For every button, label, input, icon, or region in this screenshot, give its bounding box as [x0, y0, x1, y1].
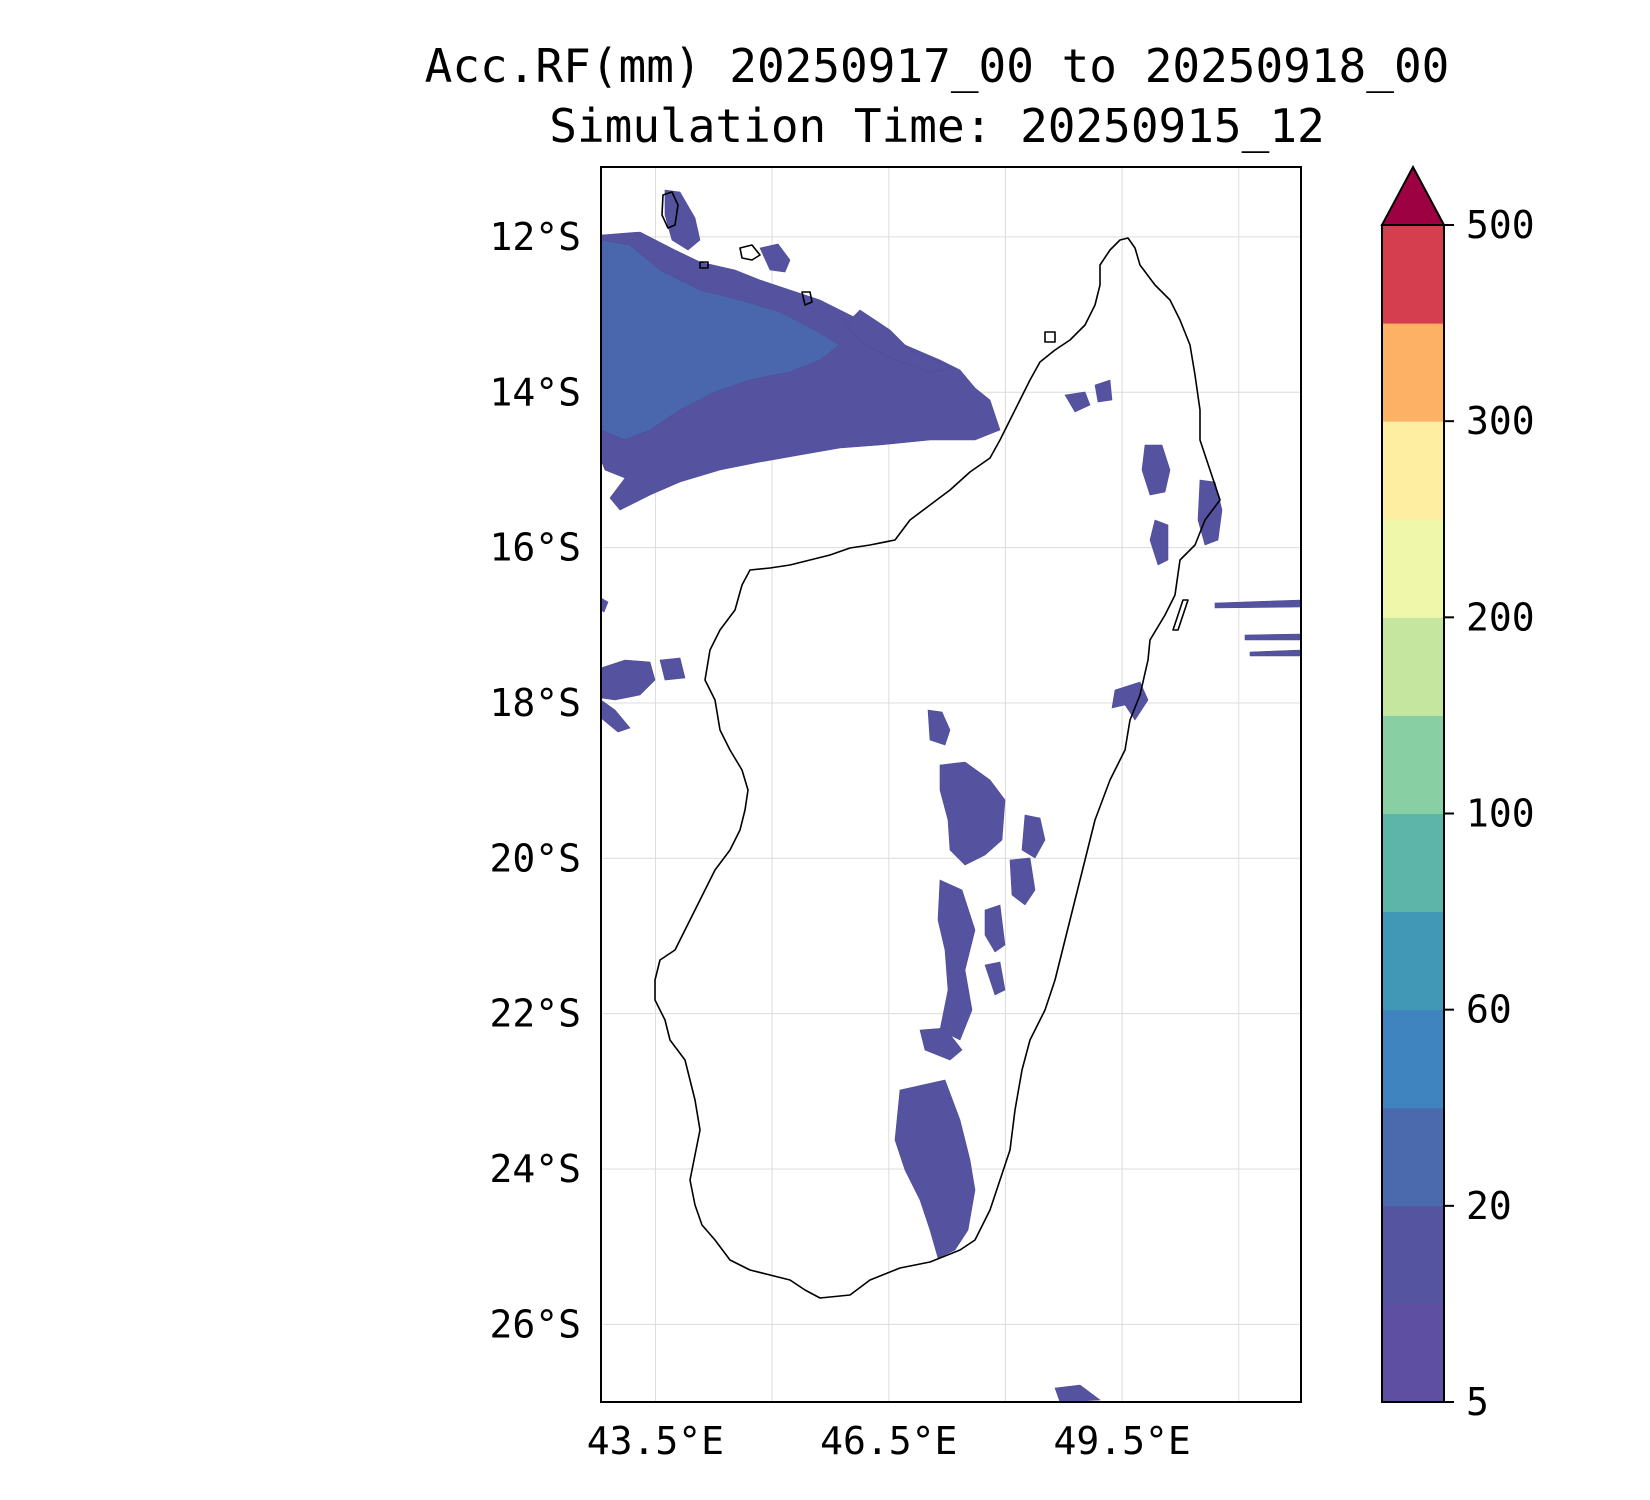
mayotte-island [801, 291, 813, 306]
colorbar-segment [1382, 617, 1444, 716]
longitude-axis: 43.5°E 46.5°E 49.5°E [587, 1419, 1191, 1463]
map-title-line1: Acc.RF(mm) 20250917_00 to 20250918_00 [425, 39, 1450, 93]
rainfall-shading [601, 189, 1301, 1402]
colorbar-segment [1382, 715, 1444, 814]
rain-area-central-2 [939, 761, 1006, 866]
latitude-axis: 12°S 14°S 16°S 18°S 20°S 22°S 24°S 26°S [489, 215, 581, 1346]
comoros-island-2 [739, 244, 761, 261]
map-frame [600, 166, 1302, 1403]
comoros-island-1 [661, 191, 679, 229]
rain-area-comoros-north [664, 189, 701, 251]
comoros-island-3 [699, 261, 709, 269]
sainte-marie-island [1172, 599, 1189, 631]
colorbar-tick-label: 20 [1466, 1184, 1512, 1228]
rain-area-northwest-core [601, 239, 841, 441]
nosy-be-island [1044, 331, 1056, 343]
colorbar-segment [1382, 1205, 1444, 1305]
colorbar-segment [1382, 911, 1444, 1011]
colorbar-segment [1382, 225, 1444, 324]
colorbar-tick-label: 200 [1466, 595, 1535, 639]
lat-tick-label: 26°S [489, 1302, 581, 1346]
rain-area-central-7 [984, 961, 1006, 996]
rain-area-northeast-1 [1064, 391, 1091, 413]
rain-area-central-6 [937, 879, 976, 1041]
map-title-line2: Simulation Time: 20250915_12 [549, 99, 1324, 153]
rain-area-south-2 [894, 1079, 976, 1259]
lat-tick-label: 20°S [489, 836, 581, 880]
colorbar-extend-arrow [1380, 164, 1446, 226]
lat-tick-label: 22°S [489, 992, 581, 1036]
rain-area-east-ocean-streak-1 [1214, 599, 1301, 609]
colorbar-tick-label: 100 [1466, 792, 1535, 836]
lat-tick-label: 16°S [489, 526, 581, 570]
lat-tick-label: 24°S [489, 1147, 581, 1191]
colorbar-tick-label: 300 [1466, 399, 1535, 443]
colorbar-tick-label: 5 [1466, 1380, 1489, 1424]
rain-area-west-ocean-4 [601, 597, 609, 613]
lat-tick-label: 18°S [489, 681, 581, 725]
colorbar-segment [1382, 421, 1444, 520]
rain-area-central-4 [1009, 857, 1036, 906]
rain-area-east-coast-2 [1149, 519, 1169, 566]
rain-area-central-1 [927, 709, 951, 746]
rain-area-east-coast-1 [1111, 681, 1149, 721]
madagascar-coastline [654, 237, 1221, 1299]
rain-area-comoros-east [759, 243, 791, 273]
rain-area-central-3 [1021, 814, 1046, 859]
rain-area-west-ocean-1 [601, 659, 656, 701]
rain-area-northeast-3 [1141, 444, 1171, 496]
colorbar-tick-label: 60 [1466, 988, 1512, 1032]
rain-area-south-1 [919, 1027, 963, 1061]
lat-tick-label: 14°S [489, 370, 581, 414]
rain-area-east-ocean-streak-2 [1244, 633, 1301, 641]
rain-area-bottom-edge [1054, 1384, 1101, 1402]
lon-tick-label: 49.5°E [1053, 1419, 1190, 1463]
rain-area-west-ocean-3 [601, 699, 631, 733]
lat-tick-label: 12°S [489, 215, 581, 259]
colorbar-tick-label: 500 [1466, 203, 1535, 247]
rain-area-nw-streak [844, 309, 951, 373]
rain-area-northeast-2 [1094, 379, 1113, 403]
colorbar-segment [1382, 1107, 1444, 1207]
colorbar-segment [1382, 1303, 1444, 1403]
colorbar-segment [1382, 1009, 1444, 1109]
rain-area-west-ocean-2 [659, 657, 686, 681]
colorbar-segment [1382, 813, 1444, 913]
rain-area-central-5 [984, 904, 1006, 953]
colorbar-segment [1382, 519, 1444, 618]
lon-tick-label: 46.5°E [820, 1419, 957, 1463]
lon-tick-label: 43.5°E [587, 1419, 724, 1463]
rain-area-east-ocean-streak-3 [1249, 649, 1301, 657]
colorbar: 5 20 60 100 200 300 500 [1380, 164, 1535, 1424]
colorbar-segment [1382, 323, 1444, 422]
map-area: 43.5°E 46.5°E 49.5°E 12°S 14°S 16°S 18°S 20°S 2… [489, 166, 1302, 1463]
